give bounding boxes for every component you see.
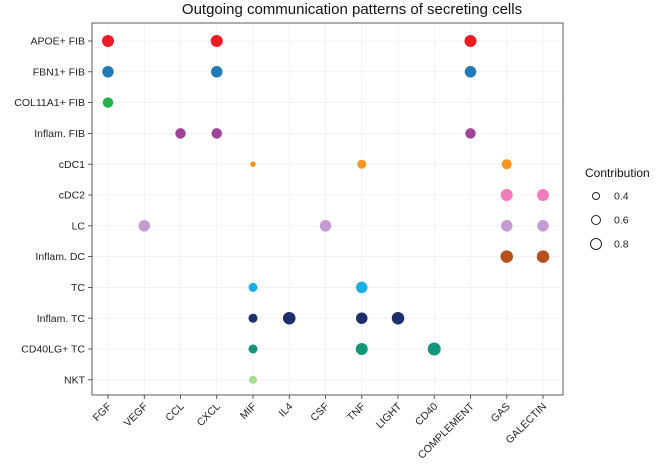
data-point <box>356 281 368 294</box>
y-tick-label: LC <box>72 220 86 232</box>
legend-title: Contribution <box>585 166 650 180</box>
x-tick-label: CSF <box>308 401 331 424</box>
x-tick-label: IL4 <box>277 401 296 420</box>
x-tick-label: MIF <box>238 401 259 422</box>
data-point <box>501 220 513 232</box>
y-tick-label: CD40LG+ TC <box>21 344 85 356</box>
x-tick-label: GAS <box>489 401 513 425</box>
x-tick-label: CXCL <box>195 401 223 429</box>
x-tick-label: CCL <box>163 401 186 424</box>
legend-label: 0.6 <box>614 215 629 227</box>
data-point <box>175 128 186 139</box>
y-tick-label: Inflam. DC <box>35 251 85 263</box>
y-tick-label: Inflam. FIB <box>34 128 85 140</box>
data-point <box>536 250 550 263</box>
data-point <box>102 35 114 47</box>
legend-size-key <box>591 215 601 225</box>
x-tick-label: FGF <box>91 401 114 424</box>
data-point <box>500 250 513 263</box>
data-point <box>283 311 296 325</box>
data-point <box>248 282 258 292</box>
data-point <box>537 220 549 232</box>
x-tick-label: LIGHT <box>374 400 405 431</box>
data-point <box>391 311 405 325</box>
data-point <box>537 189 549 201</box>
chart-title: Outgoing communication patterns of secre… <box>182 1 522 18</box>
x-tick-label: CD40 <box>413 401 441 429</box>
data-point <box>138 220 150 232</box>
grid-layer <box>92 23 563 395</box>
data-point <box>211 128 222 139</box>
data-point <box>102 97 114 108</box>
data-point <box>355 343 368 355</box>
y-tick-label: TC <box>71 282 85 294</box>
x-tick-label: VEGF <box>122 401 151 430</box>
legend-label: 0.8 <box>614 239 629 251</box>
data-point <box>248 313 258 323</box>
data-point <box>500 189 513 201</box>
data-point <box>427 342 441 356</box>
x-tick-label: TNF <box>345 401 368 424</box>
data-point <box>248 344 258 354</box>
plot-panel-border <box>91 22 564 396</box>
data-point <box>211 66 223 78</box>
y-tick-label: COL11A1+ FIB <box>14 97 85 109</box>
y-tick-label: FBN1+ FIB <box>33 66 85 78</box>
data-point <box>250 161 256 167</box>
x-axis: FGF VEGF CCL CXCL MIF IL4 CSF TNF LIGHT CD40COMPL… <box>91 395 549 462</box>
data-point <box>210 35 223 47</box>
points-layer <box>102 35 550 384</box>
data-point <box>102 66 114 78</box>
data-point <box>464 66 477 78</box>
data-point <box>501 159 512 170</box>
legend-size-key <box>592 192 600 200</box>
y-tick-label: NKT <box>64 374 86 386</box>
data-point <box>464 35 477 47</box>
data-point <box>319 220 332 232</box>
y-tick-label: Inflam. TC <box>37 313 86 325</box>
y-tick-label: cDC1 <box>59 159 85 171</box>
data-point <box>465 128 476 139</box>
legend: Contribution 0.4 0.6 0.8 <box>585 166 650 251</box>
y-axis: APOE+ FIB FBN1+ FIB COL11A1+ FIB Inflam. FI… <box>14 36 92 386</box>
y-tick-label: cDC2 <box>59 190 85 202</box>
legend-size-key <box>590 238 602 250</box>
y-tick-label: APOE+ FIB <box>30 36 85 48</box>
data-point <box>249 375 257 384</box>
data-point <box>356 312 368 324</box>
legend-label: 0.4 <box>614 191 629 203</box>
data-point <box>357 159 367 169</box>
